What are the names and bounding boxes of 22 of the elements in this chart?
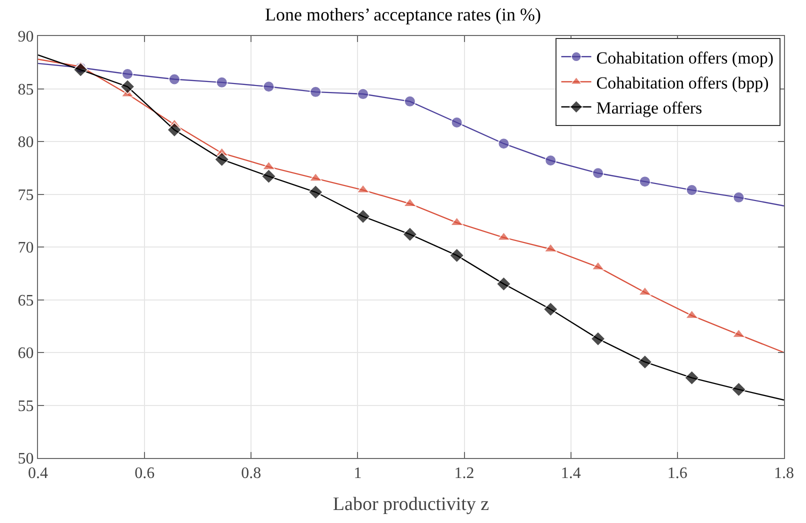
x-tick-label: 1.4 <box>560 465 581 482</box>
x-tick-label: 0.8 <box>241 465 262 482</box>
y-tick-label: 60 <box>18 345 34 362</box>
y-tick-label: 65 <box>18 292 34 310</box>
x-tick-label: 1.2 <box>454 465 474 482</box>
y-tick-label: 55 <box>18 398 34 415</box>
y-tick-label: 85 <box>18 81 34 98</box>
x-tick-label: 1.6 <box>667 465 688 482</box>
x-tick-label: 1 <box>354 465 362 482</box>
x-axis-title: Labor productivity z <box>332 494 490 515</box>
legend-label: Cohabitation offers (mop) <box>596 48 774 68</box>
legend-label: Marriage offers <box>596 98 702 118</box>
y-tick-label: 75 <box>18 186 34 204</box>
x-tick-label: 0.6 <box>134 465 155 482</box>
y-tick-label: 80 <box>18 134 34 152</box>
y-tick-label: 50 <box>18 450 34 468</box>
chart-title: Lone mothers’ acceptance rates (in %) <box>264 4 542 24</box>
legend-label: Cohabitation offers (bpp) <box>596 73 769 92</box>
y-tick-label: 70 <box>18 240 34 257</box>
x-tick-label: 0.4 <box>28 465 48 482</box>
y-tick-label: 90 <box>18 28 34 46</box>
x-tick-label: 1.8 <box>774 465 794 482</box>
